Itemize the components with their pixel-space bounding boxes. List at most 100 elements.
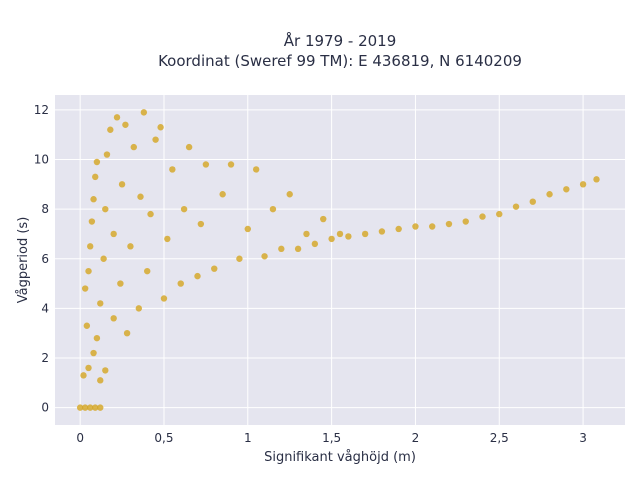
data-point — [76, 404, 84, 411]
data-point — [496, 210, 503, 218]
grid — [55, 95, 625, 425]
data-point — [135, 305, 143, 312]
data-point — [130, 143, 137, 151]
data-point — [81, 285, 89, 292]
data-point — [144, 267, 151, 275]
data-point — [147, 210, 154, 218]
data-point — [85, 267, 92, 275]
data-point — [97, 377, 104, 384]
data-point — [97, 300, 104, 307]
data-point — [529, 198, 536, 205]
data-point — [152, 136, 159, 143]
data-point — [87, 243, 94, 250]
data-point — [202, 161, 210, 168]
data-point — [227, 161, 235, 168]
data-point — [512, 203, 520, 210]
data-point — [97, 404, 104, 411]
y-tick-label: 2 — [41, 351, 49, 365]
data-point — [345, 233, 352, 240]
data-point — [194, 272, 201, 280]
data-point — [160, 295, 168, 302]
data-point — [180, 205, 188, 213]
data-point — [269, 205, 277, 213]
data-point — [127, 243, 134, 250]
data-point — [118, 181, 126, 188]
data-point — [197, 220, 205, 228]
x-axis-title: Signifikant våghöjd (m) — [264, 450, 416, 465]
data-point — [117, 280, 124, 287]
data-point — [445, 220, 453, 228]
x-tick-label: 2,5 — [490, 431, 509, 445]
data-point — [90, 196, 97, 203]
data-point — [80, 372, 87, 379]
data-point — [85, 364, 92, 372]
y-tick-labels: 0 2 4 6 8 10 12 — [34, 103, 49, 415]
data-point — [110, 230, 117, 238]
data-point — [140, 109, 148, 116]
data-point — [211, 265, 218, 272]
data-point — [219, 191, 226, 198]
data-point — [92, 404, 99, 411]
data-point — [100, 255, 107, 262]
data-point — [546, 191, 553, 198]
data-point — [110, 315, 117, 322]
data-point — [81, 404, 89, 411]
y-tick-label: 0 — [41, 401, 49, 415]
data-point — [164, 235, 171, 243]
data-point — [429, 223, 436, 230]
x-tick-label: 1,5 — [322, 431, 341, 445]
data-point — [123, 330, 131, 337]
data-point — [244, 225, 251, 233]
data-point — [122, 121, 129, 128]
data-point — [278, 245, 285, 253]
y-tick-label: 4 — [41, 301, 49, 315]
data-point — [90, 349, 97, 357]
data-point — [395, 225, 402, 233]
data-point — [593, 176, 600, 183]
data-point — [336, 230, 344, 238]
data-points — [76, 109, 600, 411]
x-tick-labels: 0 0,5 1 1,5 2 2,5 3 — [76, 431, 587, 445]
data-point — [169, 166, 176, 173]
y-tick-label: 10 — [34, 153, 49, 167]
data-point — [378, 228, 386, 235]
data-point — [87, 404, 94, 411]
data-point — [563, 186, 570, 193]
data-point — [303, 230, 310, 238]
data-point — [579, 181, 587, 188]
data-point — [328, 235, 335, 243]
y-tick-label: 6 — [41, 252, 49, 266]
data-point — [177, 280, 184, 287]
data-point — [93, 158, 101, 166]
data-point — [311, 240, 319, 248]
data-point — [107, 126, 114, 133]
data-point — [361, 230, 369, 238]
chart-title-line1: År 1979 - 2019 — [284, 31, 397, 50]
x-tick-label: 3 — [579, 431, 587, 445]
chart-title-line2: Koordinat (Sweref 99 TM): E 436819, N 61… — [158, 52, 522, 70]
data-point — [412, 223, 419, 230]
plot-area — [55, 95, 625, 425]
y-tick-label: 12 — [34, 103, 49, 117]
data-point — [462, 218, 469, 225]
data-point — [93, 334, 101, 342]
data-point — [88, 218, 96, 225]
x-tick-label: 1 — [244, 431, 252, 445]
data-point — [185, 143, 193, 151]
data-point — [261, 253, 268, 260]
data-point — [102, 367, 109, 374]
x-tick-label: 0 — [76, 431, 84, 445]
data-point — [157, 124, 164, 131]
data-point — [236, 255, 243, 262]
data-point — [479, 213, 486, 220]
data-point — [102, 205, 109, 213]
y-axis-title: Vågperiod (s) — [16, 217, 31, 304]
data-point — [83, 322, 91, 329]
data-point — [92, 173, 99, 181]
data-point — [294, 245, 302, 253]
data-point — [137, 193, 144, 200]
data-point — [103, 151, 111, 158]
data-point — [252, 166, 260, 173]
y-tick-label: 8 — [41, 202, 49, 216]
